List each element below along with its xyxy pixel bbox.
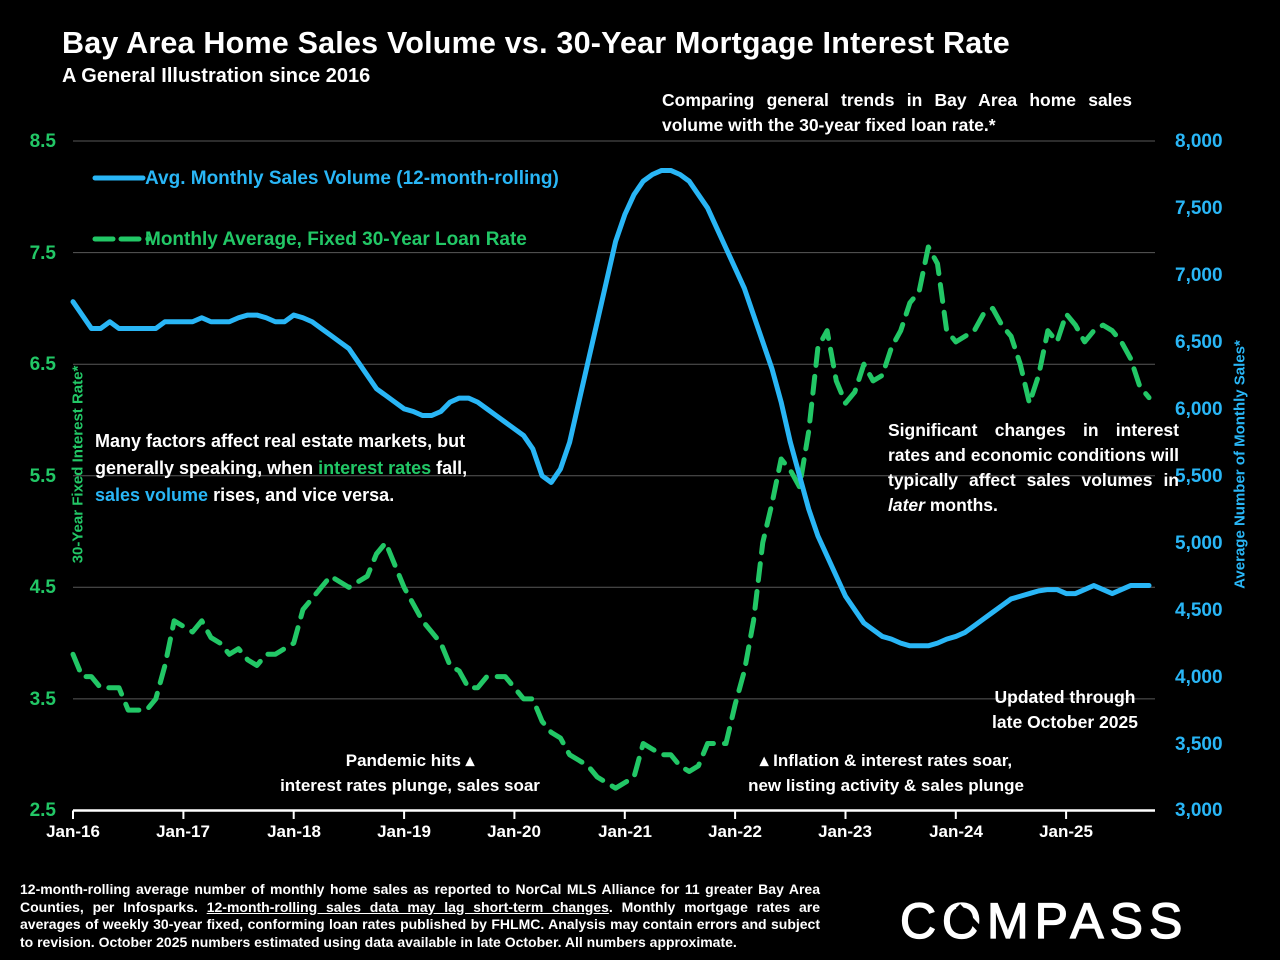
svg-text:COMPASS: COMPASS [900,893,1188,949]
